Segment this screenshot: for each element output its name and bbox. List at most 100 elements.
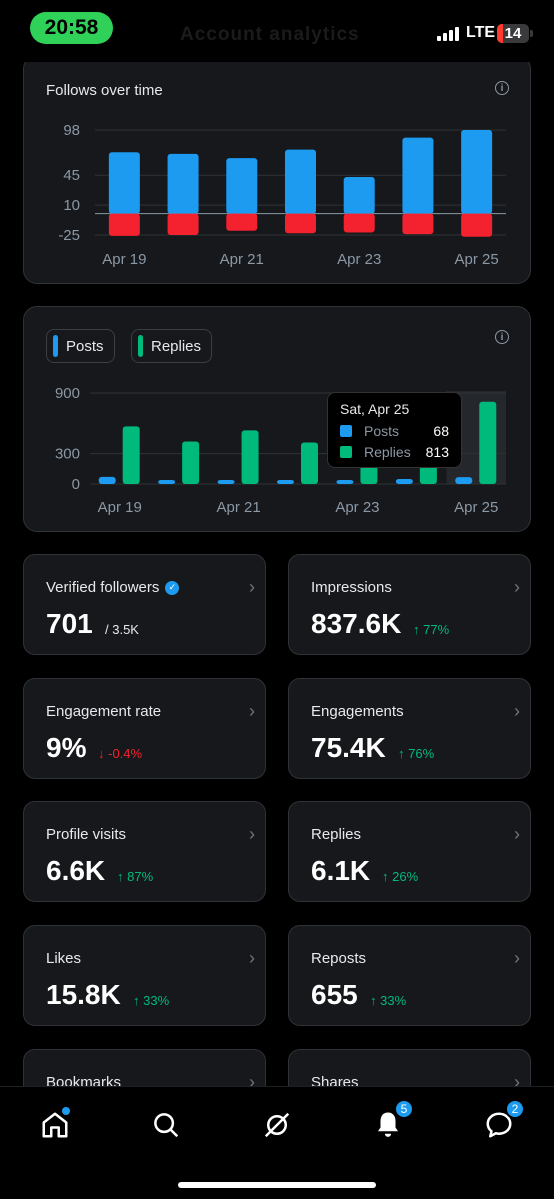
bar-replies[interactable] bbox=[122, 426, 140, 484]
stat-card[interactable]: Engagement rate › 9% ↓ -0.4% bbox=[23, 678, 266, 779]
bar-unfollows[interactable] bbox=[285, 213, 316, 234]
bar-unfollows[interactable] bbox=[108, 213, 140, 236]
tooltip-row-name: Posts bbox=[364, 423, 400, 439]
tooltip-title: Sat, Apr 25 bbox=[340, 401, 410, 417]
stat-card[interactable]: Replies › 6.1K ↑ 26% bbox=[288, 801, 531, 902]
bar-posts[interactable] bbox=[455, 477, 473, 484]
bar-follows[interactable] bbox=[285, 149, 316, 214]
stat-change: ↑ 33% bbox=[370, 993, 407, 1008]
legend-posts-label: Posts bbox=[66, 337, 104, 355]
info-icon[interactable]: i bbox=[495, 330, 509, 344]
stat-label: Engagements bbox=[311, 703, 404, 720]
bar-posts[interactable] bbox=[98, 476, 116, 484]
messages-badge: 2 bbox=[505, 1099, 525, 1119]
nav-home[interactable] bbox=[35, 1105, 75, 1145]
bar-unfollows[interactable] bbox=[402, 213, 434, 235]
stat-change: ↑ 76% bbox=[398, 746, 435, 761]
status-bar: 20:58 Account analytics LTE 14 bbox=[0, 0, 554, 62]
stat-change: / 3.5K bbox=[105, 622, 139, 637]
nav-grok[interactable] bbox=[257, 1105, 297, 1145]
stat-card[interactable]: Engagements › 75.4K ↑ 76% bbox=[288, 678, 531, 779]
x-tick-label: Apr 19 bbox=[102, 251, 146, 268]
chevron-right-icon: › bbox=[249, 577, 255, 597]
stat-value: 9% bbox=[46, 732, 87, 763]
nav-messages[interactable]: 2 bbox=[479, 1099, 525, 1145]
bar-follows[interactable] bbox=[343, 176, 375, 214]
signal-icon bbox=[437, 27, 459, 41]
y-tick-label: 900 bbox=[55, 385, 80, 402]
posts-swatch bbox=[53, 335, 58, 357]
battery-level: 14 bbox=[504, 25, 522, 42]
stat-value: 837.6K bbox=[311, 608, 402, 639]
bar-unfollows[interactable] bbox=[343, 213, 375, 233]
bar-follows[interactable] bbox=[402, 137, 434, 214]
stat-card[interactable]: Likes › 15.8K ↑ 33% bbox=[23, 925, 266, 1026]
replies-swatch bbox=[138, 335, 143, 357]
stat-value: 15.8K bbox=[46, 979, 121, 1010]
bar-follows[interactable] bbox=[226, 158, 258, 214]
stat-label-row: Replies bbox=[311, 826, 361, 843]
y-tick-label: 45 bbox=[63, 167, 80, 184]
stat-card[interactable]: Profile visits › 6.6K ↑ 87% bbox=[23, 801, 266, 902]
bar-unfollows[interactable] bbox=[226, 213, 258, 231]
y-tick-label: 98 bbox=[63, 122, 80, 139]
stat-card[interactable]: Verified followers ✓ › 701 / 3.5K bbox=[23, 554, 266, 655]
chevron-right-icon: › bbox=[514, 948, 520, 968]
tooltip-row-posts: Posts 68 bbox=[340, 422, 449, 440]
bar-posts[interactable] bbox=[277, 479, 294, 484]
bar-unfollows[interactable] bbox=[167, 213, 199, 235]
info-icon[interactable]: i bbox=[495, 81, 509, 95]
stat-label: Engagement rate bbox=[46, 703, 162, 720]
bell-icon bbox=[378, 1112, 398, 1137]
follows-chart-card: Follows over time i bbox=[23, 55, 531, 284]
chevron-right-icon: › bbox=[249, 1072, 255, 1092]
x-tick-label: Apr 19 bbox=[98, 499, 142, 516]
bar-replies[interactable] bbox=[479, 401, 497, 484]
tooltip-row-replies: Replies 813 bbox=[340, 443, 449, 461]
bar-replies[interactable] bbox=[241, 430, 259, 484]
tooltip-row-name: Replies bbox=[364, 444, 411, 460]
stat-label: Likes bbox=[46, 950, 82, 967]
stat-value: 6.6K bbox=[46, 855, 106, 886]
verified-badge-icon: ✓ bbox=[165, 580, 180, 595]
x-tick-label: Apr 21 bbox=[216, 499, 260, 516]
legend-replies-label: Replies bbox=[151, 337, 202, 355]
bar-follows[interactable] bbox=[167, 153, 199, 214]
stat-value: 6.1K bbox=[311, 855, 371, 886]
bar-follows[interactable] bbox=[108, 152, 140, 214]
bar-posts[interactable] bbox=[217, 479, 235, 484]
stat-label-row: Engagements bbox=[311, 703, 404, 720]
follows-chart: 98 45 10 -25 Apr 19 Apr 21 Apr 23 Apr 25 bbox=[58, 122, 506, 268]
notifications-badge: 5 bbox=[394, 1099, 414, 1119]
x-tick-label: Apr 23 bbox=[335, 499, 379, 516]
x-tick-label: Apr 23 bbox=[337, 251, 381, 268]
stat-change: ↓ -0.4% bbox=[98, 746, 143, 761]
chevron-right-icon: › bbox=[249, 948, 255, 968]
chevron-right-icon: › bbox=[514, 577, 520, 597]
bar-posts[interactable] bbox=[158, 480, 176, 484]
search-icon bbox=[154, 1113, 179, 1138]
messages-icon bbox=[486, 1112, 512, 1138]
follows-chart-title: Follows over time bbox=[46, 82, 163, 99]
chevron-right-icon: › bbox=[514, 1072, 520, 1092]
bar-posts[interactable] bbox=[336, 480, 354, 484]
stat-label-row: Verified followers ✓ bbox=[46, 579, 180, 596]
bar-follows[interactable] bbox=[461, 130, 493, 214]
page-title: Account analytics bbox=[180, 24, 360, 45]
nav-search[interactable] bbox=[146, 1105, 186, 1145]
x-tick-label: Apr 21 bbox=[220, 251, 264, 268]
bar-replies[interactable] bbox=[182, 441, 200, 484]
bar-unfollows[interactable] bbox=[461, 213, 493, 237]
stat-card[interactable]: Reposts › 655 ↑ 33% bbox=[288, 925, 531, 1026]
chevron-right-icon: › bbox=[514, 824, 520, 844]
stat-value: 701 bbox=[46, 608, 93, 639]
legend-posts-button[interactable]: Posts bbox=[46, 329, 115, 363]
bar-replies[interactable] bbox=[301, 442, 318, 484]
stat-change: ↑ 26% bbox=[382, 869, 419, 884]
nav-notifications[interactable]: 5 bbox=[368, 1099, 414, 1145]
stat-card[interactable]: Impressions › 837.6K ↑ 77% bbox=[288, 554, 531, 655]
bar-posts[interactable] bbox=[395, 478, 413, 484]
stat-label: Reposts bbox=[311, 950, 367, 967]
stat-label: Verified followers bbox=[46, 579, 160, 596]
legend-replies-button[interactable]: Replies bbox=[131, 329, 213, 363]
